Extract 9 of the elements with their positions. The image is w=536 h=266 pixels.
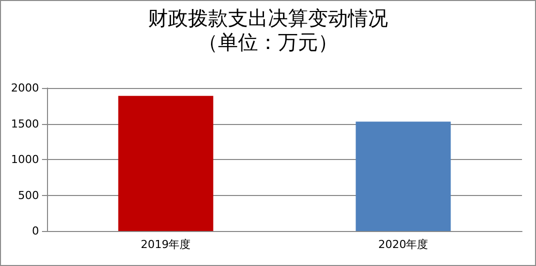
y-tick-label: 500 bbox=[18, 188, 39, 202]
x-tick-label: 2020年度 bbox=[378, 238, 428, 251]
y-tick-label: 1500 bbox=[11, 117, 39, 130]
y-tick-label: 2000 bbox=[11, 82, 39, 94]
chart-subtitle: （单位：万元） bbox=[198, 30, 338, 54]
x-tick-label: 2019年度 bbox=[140, 238, 191, 251]
y-tick-label: 0 bbox=[32, 224, 39, 238]
chart-title: 财政拨款支出决算变动情况 bbox=[148, 6, 388, 30]
y-tick-label: 1000 bbox=[11, 153, 39, 166]
